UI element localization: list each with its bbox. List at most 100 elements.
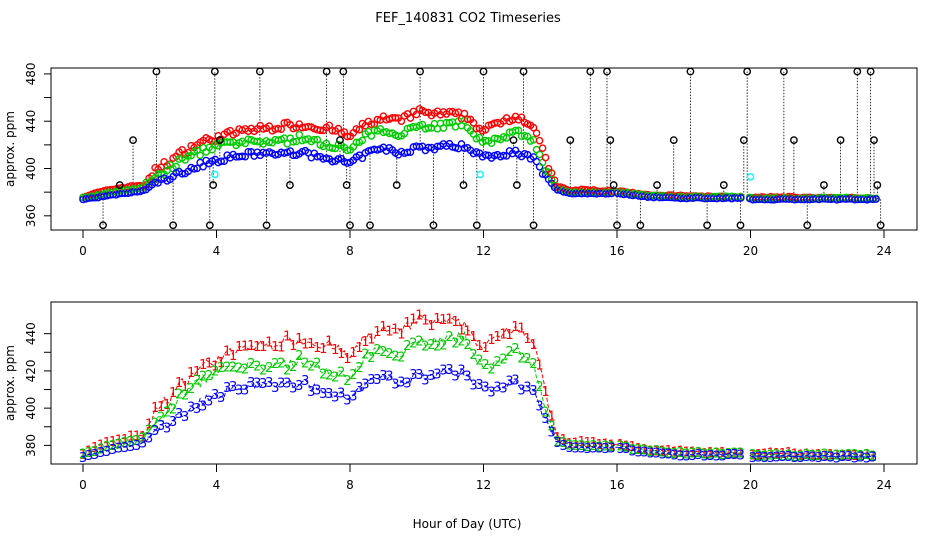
outlier-point [529, 221, 538, 230]
series-label-1: 1 [577, 435, 585, 450]
series-label-2: 2 [349, 368, 357, 383]
top-y-axis-label: approx. ppm [3, 111, 17, 187]
outlier-point [416, 67, 424, 76]
series-label-1: 1 [79, 448, 87, 463]
outlier-point [322, 67, 331, 76]
series-label-2: 2 [773, 448, 781, 463]
series-label-1: 1 [259, 340, 267, 355]
series-label-2: 2 [589, 439, 597, 454]
series-label-2: 2 [337, 365, 345, 380]
top-panel: 0 4 8 12 16 20 24 360 400 440 480 approx. ppm [3, 62, 918, 258]
series-label-3: 3 [511, 374, 519, 389]
series-label-1: 1 [737, 446, 745, 461]
outlier-point [519, 67, 528, 76]
outlier-point [129, 136, 137, 145]
series-label-1: 1 [565, 437, 573, 452]
series-label-2: 2 [391, 350, 399, 365]
data-point [746, 172, 755, 181]
series-label-3: 3 [547, 425, 555, 440]
series-label-2: 2 [193, 373, 201, 388]
x-tick-label: 16 [609, 244, 624, 258]
series-label-1: 1 [608, 438, 616, 453]
series-label-1: 1 [217, 356, 225, 371]
series-line [749, 451, 877, 457]
series-label-1: 1 [421, 314, 429, 329]
y-tick-label: 440 [24, 322, 38, 345]
series-label-2: 2 [163, 405, 171, 420]
series-label-3: 3 [851, 451, 859, 466]
series-label-3: 3 [809, 450, 817, 465]
series-label-2: 2 [217, 361, 225, 376]
data-point [445, 118, 454, 127]
series-label-2: 2 [641, 444, 649, 459]
series-label-3: 3 [608, 441, 616, 456]
series-label-1: 1 [397, 328, 405, 343]
series-label-2: 2 [277, 356, 285, 371]
series-label-2: 2 [103, 440, 111, 455]
outlier-point [339, 67, 348, 76]
series-label-2: 2 [737, 446, 745, 461]
bottom-series-labels: 1111111111111111111111111111111111111111… [79, 308, 877, 466]
outlier-point [853, 67, 862, 76]
series-label-1: 1 [337, 347, 345, 362]
x-tick-label: 24 [876, 244, 891, 258]
series-label-3: 3 [289, 381, 297, 396]
series-line [82, 368, 741, 458]
series-label-1: 1 [133, 429, 141, 444]
outlier-point [459, 181, 468, 189]
series-label-3: 3 [553, 436, 561, 451]
series-label-1: 1 [169, 386, 177, 401]
series-label-3: 3 [577, 442, 585, 457]
series-label-2: 2 [803, 448, 811, 463]
bottom-series-lines [82, 313, 877, 458]
outlier-point [603, 67, 611, 76]
series-label-2: 2 [199, 369, 207, 384]
series-label-3: 3 [791, 451, 799, 466]
outlier-point [606, 136, 615, 145]
outlier-point [512, 181, 521, 189]
data-point [355, 125, 364, 134]
series-label-2: 2 [559, 436, 567, 451]
series-label-2: 2 [259, 363, 267, 378]
outlier-point [736, 221, 745, 230]
data-point [265, 138, 274, 147]
bottom-y-axis-label: approx. ppm [3, 345, 17, 421]
series-label-3: 3 [719, 449, 727, 464]
series-label-1: 1 [289, 339, 297, 354]
outlier-point [820, 181, 828, 189]
data-point [460, 109, 469, 118]
data-point [481, 151, 490, 159]
series-label-3: 3 [845, 450, 853, 465]
y-tick-label: 400 [24, 157, 38, 180]
series-label-2: 2 [713, 446, 721, 461]
bottom-panel: 1111111111111111111111111111111111111111… [3, 301, 918, 531]
data-point [415, 143, 424, 151]
series-label-3: 3 [499, 382, 507, 397]
series-label-3: 3 [589, 441, 597, 456]
series-label-2: 2 [629, 443, 637, 458]
series-label-1: 1 [529, 338, 537, 353]
series-label-1: 1 [499, 327, 507, 342]
series-label-3: 3 [199, 399, 207, 414]
data-point [476, 170, 484, 179]
data-point [541, 153, 550, 162]
series-label-3: 3 [635, 445, 643, 460]
outlier-point [686, 67, 695, 76]
series-label-3: 3 [157, 419, 165, 434]
series-label-3: 3 [217, 391, 225, 406]
series-label-3: 3 [79, 451, 87, 466]
series-label-3: 3 [457, 363, 465, 378]
series-label-1: 1 [115, 433, 123, 448]
series-label-2: 2 [343, 374, 351, 389]
series-label-1: 1 [349, 346, 357, 361]
series-label-3: 3 [713, 450, 721, 465]
data-point [271, 151, 280, 159]
series-label-2: 2 [535, 380, 543, 395]
series-label-3: 3 [863, 451, 871, 466]
series-label-2: 2 [151, 417, 159, 432]
series-label-1: 1 [403, 316, 411, 331]
series-label-2: 2 [665, 446, 673, 461]
series-label-2: 2 [181, 389, 189, 404]
series-label-3: 3 [583, 442, 591, 457]
series-label-3: 3 [629, 445, 637, 460]
